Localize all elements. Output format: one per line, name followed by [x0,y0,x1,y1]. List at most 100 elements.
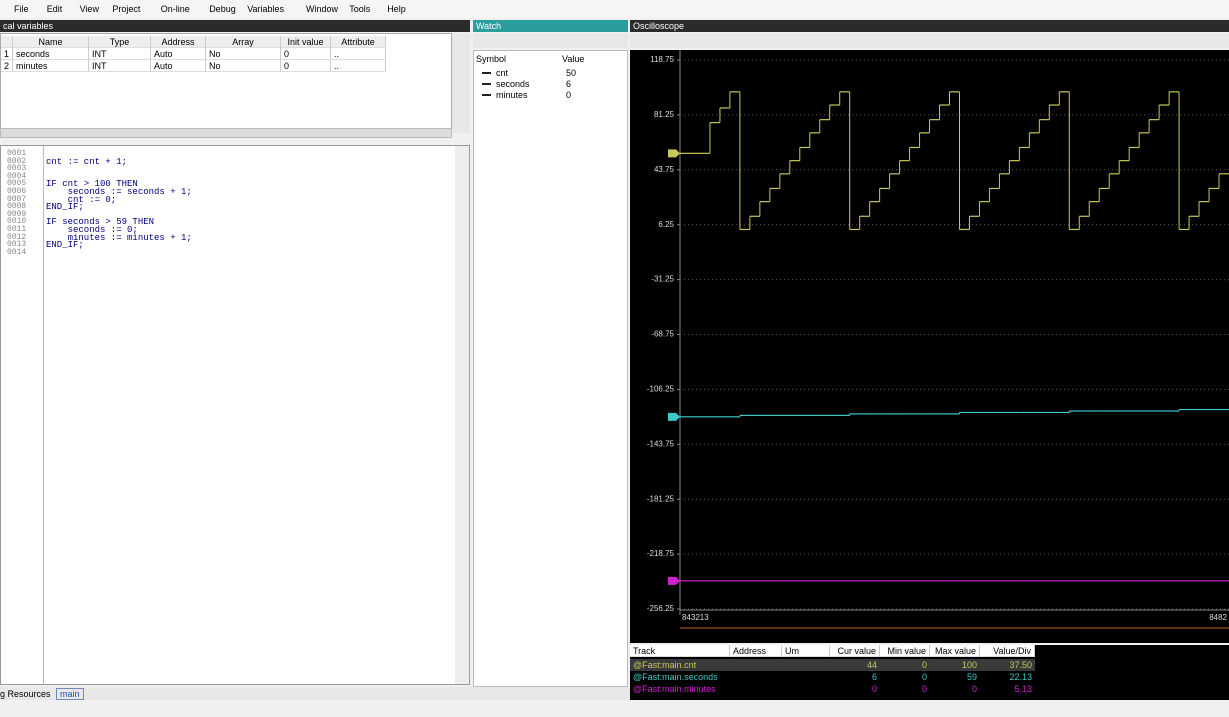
column-header: Init value [281,36,331,48]
track-cell: 0 [971,684,977,694]
table-cell: Auto [151,48,206,60]
line-number: 0010 [7,217,27,227]
trace-marker [668,576,680,585]
line-number: 0013 [7,240,27,250]
code-line: cnt := cnt + 1; [46,156,128,167]
oscilloscope-plot: 843213 8482 118.75 81.25 43.75 6.25 -31.25 -6… [630,50,1229,643]
line-number: 0002 [7,156,27,166]
code-line: END_IF; [46,240,84,251]
column-header: Attribute [331,36,386,48]
menu-item[interactable]: View [79,4,99,14]
tab[interactable]: main [56,688,84,700]
track-row [630,683,1035,695]
y-tick-label: 118.75 [650,55,674,64]
line-number: 0011 [7,225,27,234]
y-tick-label: -181.25 [647,494,675,503]
variables-table: Name Type Address Array Init value Attribute 1… [0,33,452,133]
menu-item[interactable]: Window [306,4,339,14]
line-number: 0014 [7,247,27,257]
table-cell: INT [89,48,151,60]
code-line: minutes := minutes + 1; [46,232,192,243]
menu-item[interactable]: Tools [349,4,371,14]
track-cell: 0 [921,672,927,682]
toolbar [473,33,628,48]
track-cell: 0 [921,684,927,694]
panel-header: Watch [473,20,628,32]
code-line: IF seconds > 59 THEN [46,217,155,228]
track-cell: 100 [961,660,977,670]
line-number: 0001 [7,149,27,158]
code-line: END_IF; [46,202,84,213]
y-tick-label: -143.75 [647,439,675,448]
trace-marker [668,149,680,158]
side-toolbar [452,33,470,133]
track-row [630,671,1035,683]
header-cell [1,36,13,48]
x-end-label: 8482 [1209,613,1227,622]
menu-bar: File Edit View Project On-line Debug Variables… [0,0,1229,18]
column-header: Min value [880,645,930,657]
line-number: 0008 [7,202,27,212]
menu-item[interactable]: Debug [209,4,236,14]
watch-symbol: minutes [496,90,528,100]
watch-table: Symbol Value cnt 50 seconds 6 minutes 0 [473,50,628,687]
watch-symbol: seconds [496,79,530,89]
menu-item[interactable]: Variables [247,4,285,14]
tab[interactable]: g Resources [0,689,51,699]
line-number: 0003 [7,164,27,174]
table-cell: INT [89,60,151,72]
track-table: Track Address Um Cur value Min value Max valu… [630,645,1229,700]
track-cell: 6 [871,672,877,682]
code-editor: 0001 0002 cnt := cnt + 1; 0003 0004 0005 IF cn… [0,145,470,685]
track-row [630,659,1035,671]
column-header: Address [730,645,782,657]
v-scrollbar [455,146,469,684]
y-tick-label: -68.75 [651,330,674,339]
table-cell: 0 [281,60,331,72]
track-cell: 59 [966,672,977,682]
y-tick-label: -256.25 [647,604,675,613]
code-line: IF cnt > 100 THEN [46,179,138,190]
y-tick-label: -31.25 [651,275,674,284]
code-line: cnt := 0; [46,194,117,205]
table-cell: No [206,60,281,72]
menu-item[interactable]: On-line [160,4,190,14]
track-cell: @Fast:main.cnt [633,660,697,670]
panel-header: cal variables [0,20,470,32]
watch-symbol: cnt [496,68,509,78]
watch-value: 50 [566,68,577,78]
menu-item[interactable]: Project [112,4,141,14]
table-cell: .. [331,60,386,72]
status-bar: g Resources main [0,687,630,700]
track-cell: 0 [871,684,877,694]
column-header: Cur value [830,645,880,657]
table-cell: seconds [13,48,89,60]
x-start-label: 843213 [682,613,709,622]
menu-item[interactable]: File [14,4,29,14]
page: {"menu":["File","Edit","View","Project",… [0,0,1229,700]
menu-item[interactable]: Help [387,4,406,14]
table-cell: Auto [151,60,206,72]
line-number: 0004 [7,171,27,181]
line-number: 0009 [7,209,27,219]
y-tick-label: 81.25 [654,110,675,119]
track-cell: 22.13 [1009,672,1032,682]
menu-item[interactable]: Edit [46,4,63,14]
row-index: 2 [1,60,13,72]
column-header: Type [89,36,151,48]
track-cell: 0 [921,660,927,670]
column-header: Address [151,36,206,48]
column-header: Symbol [476,54,507,64]
y-tick-label: -106.25 [647,385,675,394]
track-cell: @Fast:main.seconds [633,672,718,682]
track-cell: 37.50 [1009,660,1032,670]
column-header: Name [13,36,89,48]
y-tick-label: -218.75 [647,549,675,558]
track-cell: 5.13 [1014,684,1032,694]
panel-header: Oscilloscope [630,20,1229,32]
column-header: Track [630,645,730,657]
column-header: Array [206,36,281,48]
line-number: 0005 [7,179,27,189]
column-header: Value/Div [980,645,1035,657]
column-header: Um [782,645,830,657]
